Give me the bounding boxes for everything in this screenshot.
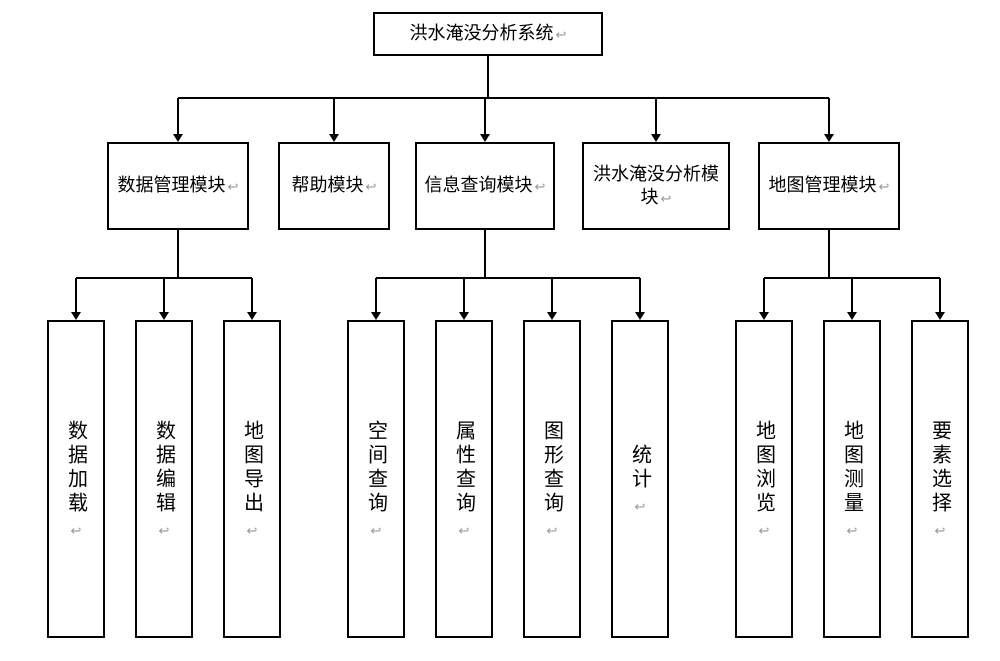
return-mark-icon: ↩ bbox=[238, 523, 267, 539]
return-mark-icon: ↩ bbox=[926, 523, 955, 539]
leaf-node-spatial-query: 空间查询 ↩ bbox=[347, 320, 405, 638]
return-mark-icon: ↩ bbox=[626, 499, 655, 515]
return-mark-icon: ↩ bbox=[362, 523, 391, 539]
return-mark-icon: ↩ bbox=[228, 179, 239, 194]
return-mark-icon: ↩ bbox=[366, 179, 377, 194]
level2-node-flood-analysis: 洪水淹没分析模块↩ bbox=[582, 142, 730, 230]
return-mark-icon: ↩ bbox=[879, 179, 890, 194]
leaf-label: 数据加载 bbox=[62, 420, 91, 516]
leaf-label: 地图导出 bbox=[238, 420, 267, 516]
leaf-label: 图形查询 bbox=[538, 420, 567, 516]
return-mark-icon: ↩ bbox=[750, 523, 779, 539]
root-label: 洪水淹没分析系统↩ bbox=[406, 18, 571, 49]
root-node: 洪水淹没分析系统↩ bbox=[373, 12, 603, 56]
leaf-node-element-select: 要素选择 ↩ bbox=[911, 320, 969, 638]
leaf-label: 统计 bbox=[626, 444, 655, 492]
return-mark-icon: ↩ bbox=[62, 523, 91, 539]
leaf-node-map-browse: 地图浏览 ↩ bbox=[735, 320, 793, 638]
leaf-label: 数据编辑 bbox=[150, 420, 179, 516]
level2-label: 信息查询模块↩ bbox=[421, 170, 550, 201]
leaf-label: 属性查询 bbox=[450, 420, 479, 516]
leaf-node-map-export: 地图导出 ↩ bbox=[223, 320, 281, 638]
leaf-node-graphic-query: 图形查询 ↩ bbox=[523, 320, 581, 638]
leaf-label: 地图浏览 bbox=[750, 420, 779, 516]
return-mark-icon: ↩ bbox=[450, 523, 479, 539]
level2-label: 洪水淹没分析模块↩ bbox=[584, 159, 728, 214]
return-mark-icon: ↩ bbox=[535, 179, 546, 194]
level2-node-map-mgmt: 地图管理模块↩ bbox=[758, 142, 900, 230]
leaf-node-data-edit: 数据编辑 ↩ bbox=[135, 320, 193, 638]
leaf-node-map-measure: 地图测量 ↩ bbox=[823, 320, 881, 638]
leaf-label: 空间查询 bbox=[362, 420, 391, 516]
return-mark-icon: ↩ bbox=[661, 191, 672, 206]
return-mark-icon: ↩ bbox=[556, 27, 567, 42]
level2-node-help: 帮助模块↩ bbox=[278, 142, 390, 230]
leaf-label: 要素选择 bbox=[926, 420, 955, 516]
level2-label: 地图管理模块↩ bbox=[765, 170, 894, 201]
leaf-node-data-load: 数据加载 ↩ bbox=[47, 320, 105, 638]
return-mark-icon: ↩ bbox=[538, 523, 567, 539]
level2-label: 数据管理模块↩ bbox=[114, 170, 243, 201]
level2-label: 帮助模块↩ bbox=[288, 170, 381, 201]
level2-node-info-query: 信息查询模块↩ bbox=[415, 142, 555, 230]
leaf-node-attr-query: 属性查询 ↩ bbox=[435, 320, 493, 638]
return-mark-icon: ↩ bbox=[150, 523, 179, 539]
level2-node-data-mgmt: 数据管理模块↩ bbox=[107, 142, 249, 230]
leaf-label: 地图测量 bbox=[838, 420, 867, 516]
return-mark-icon: ↩ bbox=[838, 523, 867, 539]
leaf-node-statistics: 统计 ↩ bbox=[611, 320, 669, 638]
